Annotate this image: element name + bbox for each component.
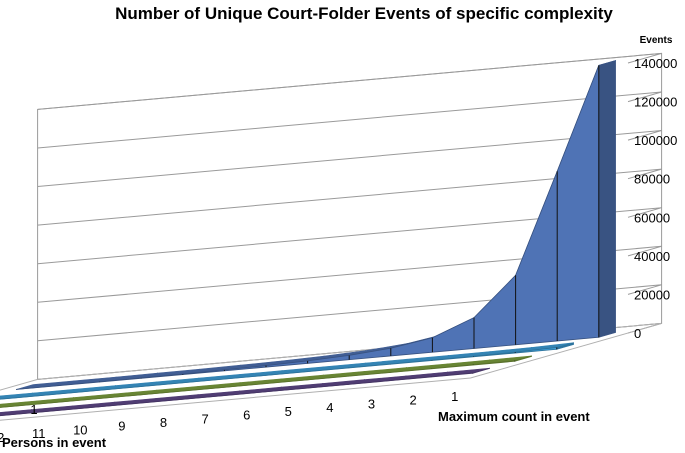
series-3: [0, 355, 532, 408]
chart-title: Number of Unique Court-Folder Events of …: [115, 4, 613, 23]
x-tick-label: 11: [32, 426, 46, 441]
y-axis-title: Persons in event: [2, 435, 107, 450]
x-tick-label: 1: [451, 389, 458, 404]
x-tick-label: 2: [409, 393, 416, 408]
floor: [0, 322, 662, 421]
gridline-40000: [37, 245, 662, 303]
series-end-cap: [598, 60, 616, 338]
x-tick-label: 9: [118, 419, 125, 434]
z-axis-title: Events: [640, 35, 673, 46]
series-group: [0, 60, 617, 417]
tick-labels: 0 20000 40000 60000 80000 100000 120000 140000 1…: [0, 56, 677, 445]
z-tick-label: 60000: [634, 210, 670, 225]
x-tick-label: 10: [73, 422, 87, 437]
z-tick-label: 100000: [634, 133, 677, 148]
x-tick-label: 3: [368, 396, 375, 411]
gridline-100000: [37, 130, 662, 187]
floor-plane: [0, 322, 662, 421]
z-tick-label: 80000: [634, 172, 670, 187]
series-end-cap: [556, 342, 574, 350]
series-2: [0, 342, 574, 400]
x-tick-label: 5: [285, 404, 292, 419]
gridline-60000: [37, 207, 662, 265]
z-tick-label: 140000: [634, 56, 677, 71]
series-front-face: [15, 65, 600, 390]
gridline-80000: [37, 168, 662, 226]
x-axis-title: Maximum count in event: [438, 409, 590, 424]
x-tick-label: 6: [243, 408, 250, 423]
gridline-120000: [37, 91, 662, 149]
z-tick-label: 120000: [634, 95, 677, 110]
x-tick-label: 4: [326, 400, 333, 415]
z-tick-label: 20000: [634, 287, 670, 302]
y-tick-label: 1: [30, 402, 37, 417]
z-tick-label: 40000: [634, 249, 670, 264]
series-1: [15, 60, 617, 390]
z-tick-label: 0: [634, 326, 641, 341]
x-tick-label: 7: [201, 411, 208, 426]
series-4: [0, 367, 490, 417]
x-tick-label: 8: [160, 415, 167, 430]
gridline-140000: [37, 52, 662, 110]
gridline-20000: [37, 284, 662, 342]
x-tick-label: 12: [0, 430, 4, 445]
